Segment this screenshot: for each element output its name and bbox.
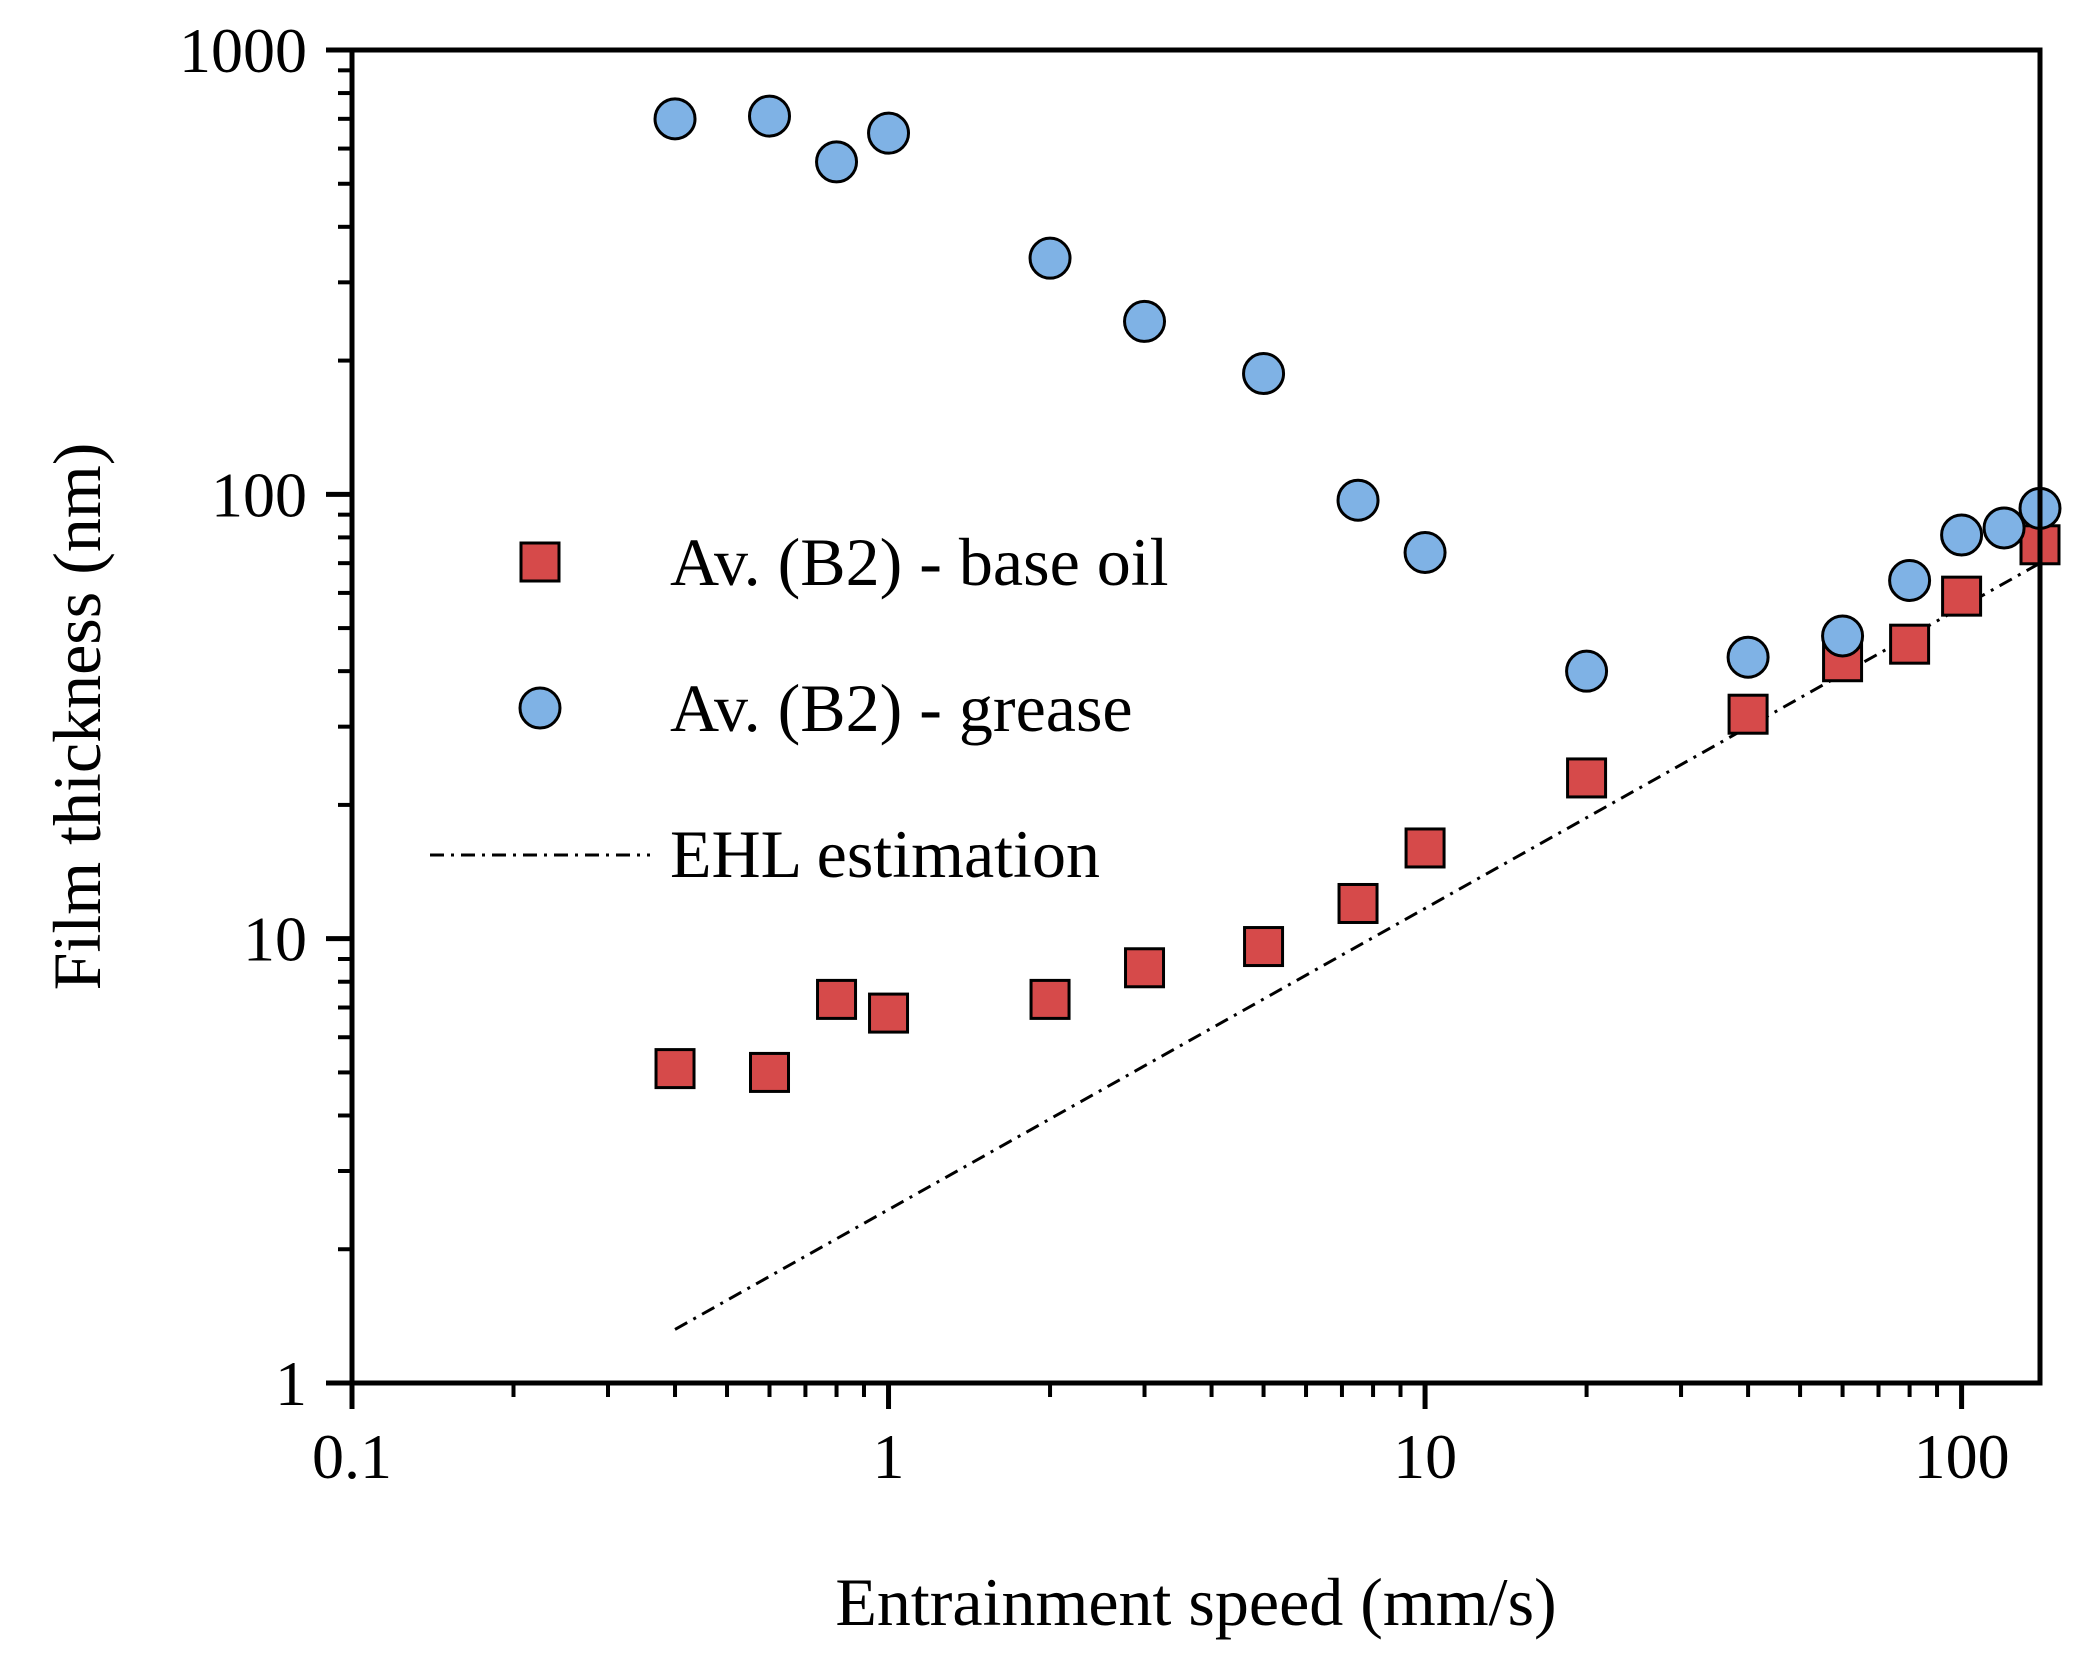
y-tick-label: 10	[243, 904, 307, 975]
x-tick-label: 100	[1914, 1421, 2010, 1492]
grease-point	[748, 94, 792, 138]
grease-point	[867, 111, 911, 155]
grease-point	[1123, 299, 1167, 343]
base-oil-point	[1566, 757, 1608, 799]
grease-point	[1940, 513, 1984, 557]
legend-label-base-oil: Av. (B2) - base oil	[670, 524, 1169, 600]
y-axis-title: Film thickness (nm)	[39, 443, 115, 991]
base-oil-point	[1337, 882, 1379, 924]
legend-marker-grease	[518, 686, 562, 730]
base-oil-point	[1404, 827, 1446, 869]
plot-area-frame	[349, 47, 2043, 1386]
ehl-series	[674, 561, 2041, 1331]
y-tick-label: 100	[211, 459, 307, 530]
tick-marks	[326, 47, 1965, 1409]
legend-label-ehl: EHL estimation	[670, 816, 1100, 892]
base-oil-point	[654, 1048, 696, 1090]
x-tick-label: 10	[1393, 1421, 1457, 1492]
base-oil-point	[1727, 693, 1769, 735]
grease-point	[1888, 558, 1932, 602]
legend-label-grease: Av. (B2) - grease	[670, 670, 1133, 746]
legend-marker-base-oil	[519, 541, 561, 583]
legend: Av. (B2) - base oil Av. (B2) - grease EH…	[430, 524, 1169, 892]
y-tick-label: 1000	[179, 15, 307, 86]
grease-point	[653, 97, 697, 141]
grease-point	[1336, 478, 1380, 522]
x-tick-label: 1	[873, 1421, 905, 1492]
x-axis-title: Entrainment speed (mm/s)	[835, 1564, 1556, 1640]
base-oil-point	[1124, 947, 1166, 989]
grease-point	[1242, 352, 1286, 396]
grease-point	[1028, 236, 1072, 280]
grease-point	[1821, 614, 1865, 658]
grease-point	[1982, 506, 2026, 550]
grease-point	[815, 140, 859, 184]
base-oil-point	[1243, 926, 1285, 968]
base-oil-point	[1941, 575, 1983, 617]
y-tick-label: 1	[275, 1348, 307, 1419]
ehl-estimation-line	[674, 561, 2041, 1331]
base-oil-point	[1889, 623, 1931, 665]
base-oil-point	[816, 978, 858, 1020]
grease-point	[1726, 635, 1770, 679]
base-oil-point	[1029, 978, 1071, 1020]
base-oil-point	[749, 1051, 791, 1093]
grease-point	[1403, 530, 1447, 574]
x-tick-label: 0.1	[312, 1421, 392, 1492]
grease-point	[1565, 649, 1609, 693]
base-oil-point	[868, 992, 910, 1034]
